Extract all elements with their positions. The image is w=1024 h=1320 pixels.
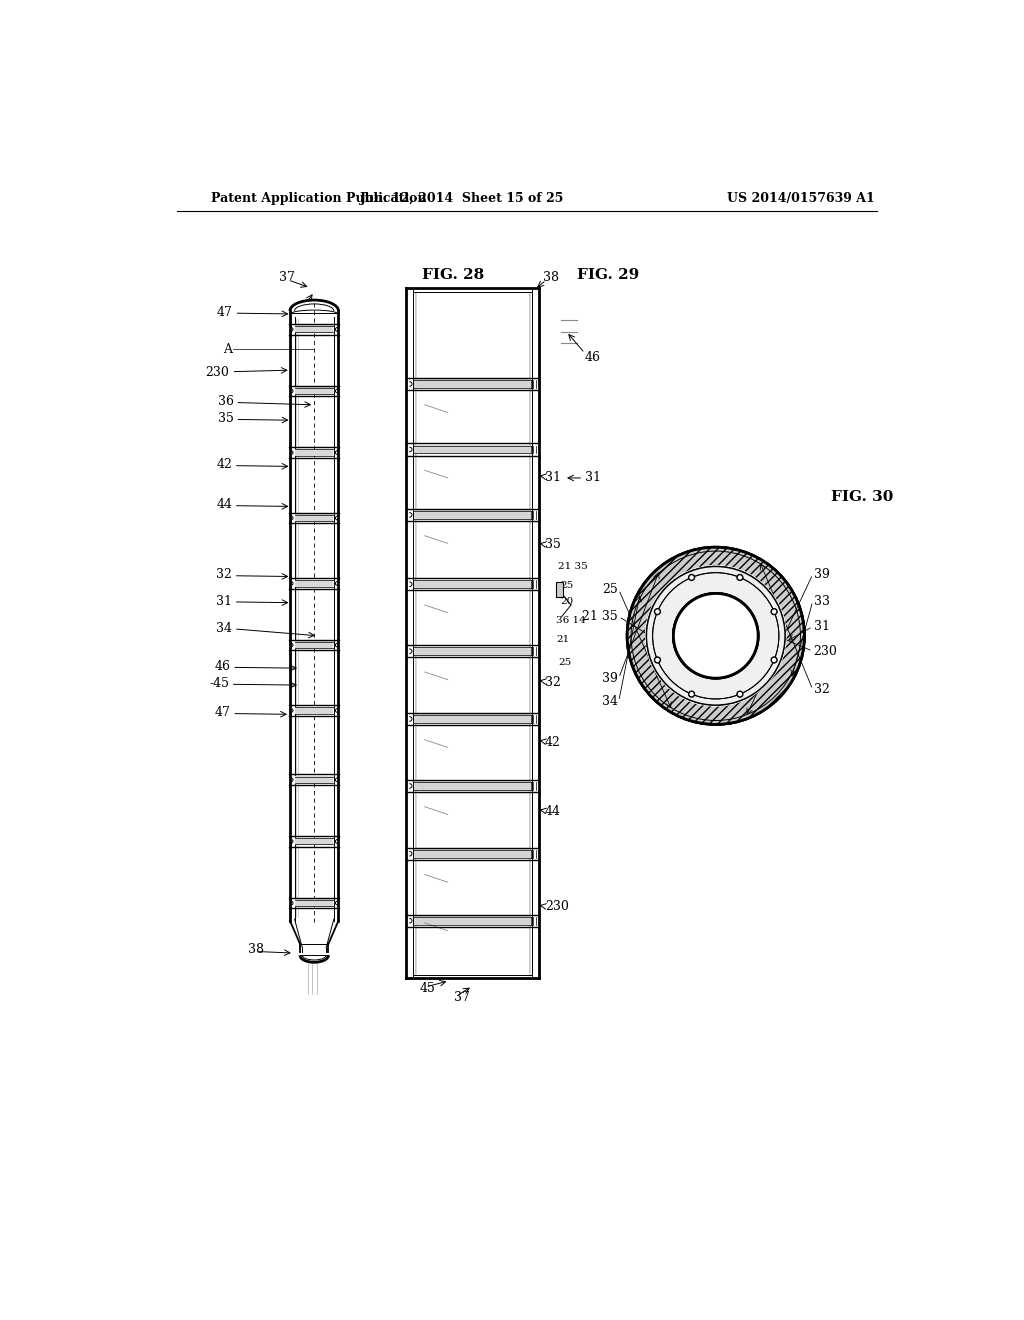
Text: FIG. 30: FIG. 30 [831, 490, 894, 504]
Circle shape [646, 566, 785, 705]
Circle shape [646, 566, 785, 705]
Text: 45: 45 [419, 982, 435, 995]
Bar [295, 706, 333, 714]
Text: 39: 39 [813, 568, 829, 581]
Circle shape [674, 594, 758, 678]
Text: 31: 31 [216, 594, 232, 607]
Text: 25: 25 [558, 659, 571, 667]
Text: 42: 42 [216, 458, 232, 471]
Bar [414, 781, 531, 791]
Circle shape [645, 565, 786, 706]
Text: 35: 35 [218, 412, 233, 425]
Circle shape [628, 548, 804, 725]
Text: 46: 46 [215, 660, 230, 673]
Text: 36 14: 36 14 [556, 616, 586, 624]
Circle shape [671, 591, 761, 681]
Text: 32: 32 [216, 569, 232, 582]
Circle shape [689, 692, 694, 697]
Circle shape [737, 574, 742, 581]
Bar [414, 916, 531, 925]
Circle shape [737, 692, 742, 697]
Text: 32: 32 [813, 684, 829, 696]
Text: 38: 38 [543, 271, 558, 284]
Circle shape [654, 609, 660, 614]
Circle shape [689, 574, 694, 581]
Text: FIG. 28: FIG. 28 [422, 268, 484, 282]
Text: 25: 25 [560, 581, 573, 590]
Bar [290, 288, 339, 960]
Circle shape [654, 657, 660, 663]
Text: -45: -45 [209, 677, 229, 690]
Text: A: A [223, 343, 232, 356]
Bar [414, 445, 531, 454]
Text: 34: 34 [216, 622, 232, 635]
Bar [295, 326, 333, 333]
Circle shape [646, 566, 785, 705]
Bar [295, 387, 333, 395]
Circle shape [654, 657, 660, 663]
Text: 33: 33 [813, 594, 829, 607]
Text: 44: 44 [545, 805, 561, 818]
Circle shape [771, 657, 777, 663]
Text: 34: 34 [602, 694, 617, 708]
Text: FIG. 29: FIG. 29 [578, 268, 639, 282]
Text: 47: 47 [216, 306, 232, 319]
Circle shape [771, 609, 777, 614]
Text: 37: 37 [280, 271, 295, 284]
Text: 31: 31 [585, 471, 601, 484]
Bar [414, 511, 531, 520]
Text: 21 35: 21 35 [558, 562, 588, 572]
Text: 44: 44 [216, 499, 232, 511]
Circle shape [688, 574, 694, 581]
Circle shape [737, 692, 743, 697]
Text: 25: 25 [602, 583, 617, 597]
Circle shape [674, 594, 758, 678]
Bar [295, 776, 333, 784]
Bar [295, 899, 333, 907]
Text: 31: 31 [545, 471, 561, 484]
Circle shape [646, 566, 785, 705]
Text: US 2014/0157639 A1: US 2014/0157639 A1 [727, 191, 874, 205]
Text: 230: 230 [205, 366, 229, 379]
Text: 32: 32 [545, 676, 561, 689]
Text: 38: 38 [248, 944, 263, 957]
Bar [295, 838, 333, 845]
Circle shape [688, 692, 694, 697]
Text: 20: 20 [560, 597, 573, 606]
Text: Jun. 12, 2014  Sheet 15 of 25: Jun. 12, 2014 Sheet 15 of 25 [359, 191, 564, 205]
Text: 36: 36 [218, 395, 233, 408]
Circle shape [737, 574, 743, 581]
Circle shape [674, 594, 758, 678]
Text: 21: 21 [556, 635, 569, 644]
Text: Patent Application Publication: Patent Application Publication [211, 191, 427, 205]
Circle shape [654, 609, 660, 615]
Bar [295, 579, 333, 587]
Circle shape [628, 548, 804, 725]
Circle shape [771, 657, 777, 663]
Bar [414, 714, 531, 723]
Text: 35: 35 [545, 539, 561, 552]
Text: 37: 37 [454, 991, 470, 1005]
Bar [414, 647, 531, 656]
Bar [295, 449, 333, 457]
Bar [407, 288, 539, 978]
Text: 31: 31 [813, 620, 829, 634]
Bar [414, 849, 531, 858]
Text: 47: 47 [215, 706, 230, 719]
Text: 42: 42 [545, 735, 561, 748]
Text: 230: 230 [813, 644, 838, 657]
Text: 39: 39 [602, 672, 617, 685]
Bar [414, 579, 531, 589]
Bar [295, 642, 333, 649]
Bar [295, 515, 333, 521]
Text: 230: 230 [545, 900, 568, 913]
Bar [556, 582, 563, 598]
Text: 46: 46 [585, 351, 601, 363]
Circle shape [771, 609, 777, 615]
Text: 21 35: 21 35 [583, 610, 617, 623]
Bar [414, 379, 531, 388]
